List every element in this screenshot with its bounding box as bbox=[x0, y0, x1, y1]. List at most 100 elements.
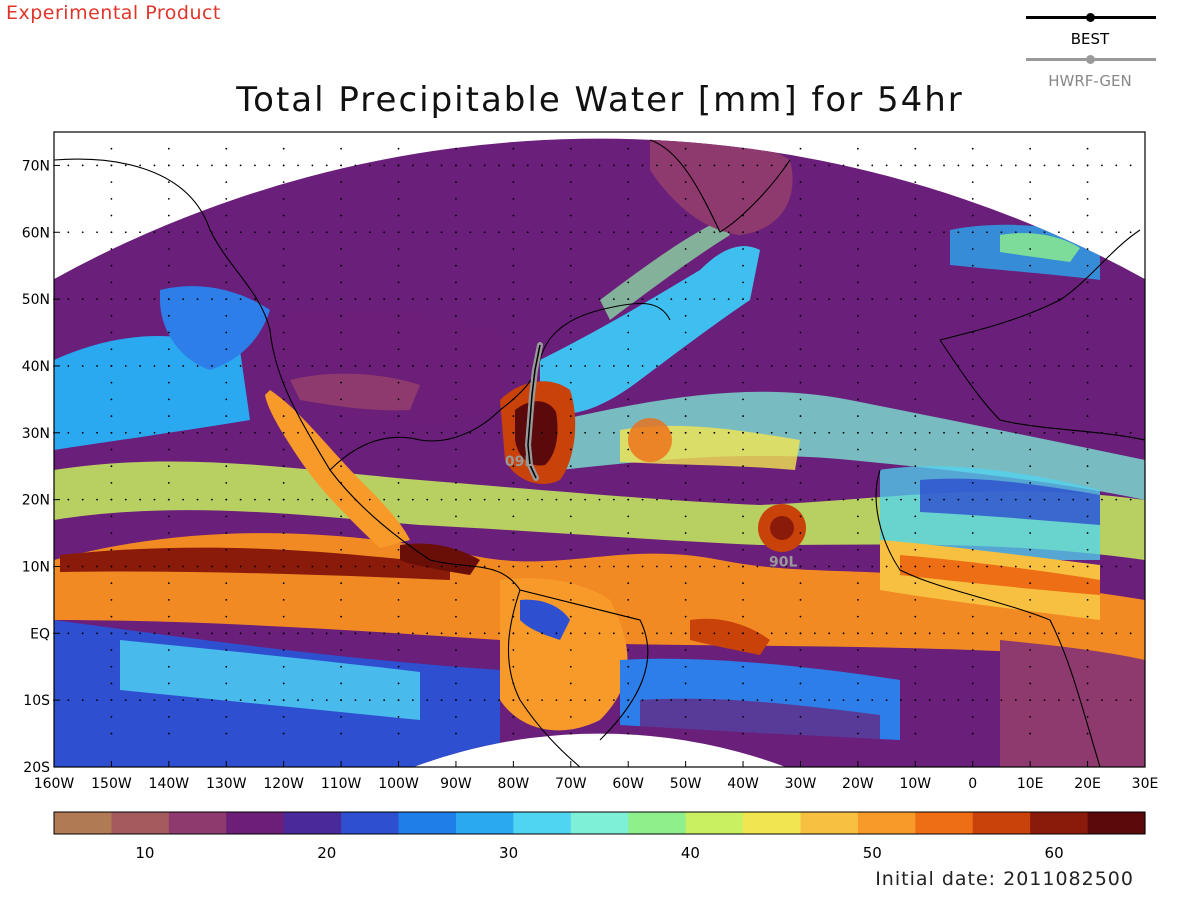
grid-dot bbox=[555, 699, 558, 702]
grid-dot bbox=[110, 214, 113, 217]
grid-dot bbox=[311, 231, 314, 234]
grid-dot bbox=[828, 164, 831, 167]
grid-dot bbox=[641, 699, 644, 702]
grid-dot bbox=[971, 415, 974, 417]
grid-dot bbox=[1086, 197, 1089, 200]
coastlines bbox=[54, 139, 1145, 767]
grid-dot bbox=[569, 398, 572, 401]
grid-dot bbox=[742, 548, 744, 551]
grid-dot bbox=[167, 164, 170, 167]
grid-dot bbox=[713, 298, 716, 301]
grid-dot bbox=[914, 381, 917, 384]
grid-dot bbox=[885, 298, 888, 301]
grid-dot bbox=[124, 632, 127, 635]
grid-dot bbox=[986, 498, 988, 501]
lon-tick-label: 30E bbox=[1132, 776, 1159, 792]
grid-dot bbox=[957, 365, 960, 367]
grid-dot bbox=[211, 298, 213, 301]
grid-dot bbox=[455, 298, 457, 301]
grid-dot bbox=[986, 699, 988, 702]
grid-dot bbox=[512, 281, 515, 284]
grid-dot bbox=[512, 365, 515, 367]
grid-dot bbox=[856, 632, 859, 635]
grid-dot bbox=[1029, 181, 1032, 184]
grid-dot bbox=[167, 415, 170, 417]
grid-dot bbox=[598, 431, 601, 434]
grid-dot bbox=[856, 331, 859, 334]
grid-dot bbox=[1029, 164, 1032, 167]
grid-dot bbox=[196, 298, 199, 301]
grid-dot bbox=[383, 231, 386, 234]
grid-dot bbox=[225, 448, 228, 451]
grid-dot bbox=[325, 699, 328, 702]
grid-dot bbox=[684, 498, 687, 501]
grid-dot bbox=[1101, 365, 1103, 367]
grid-dot bbox=[282, 147, 285, 150]
grid-dot bbox=[914, 649, 917, 651]
grid-dot bbox=[856, 281, 859, 284]
grid-dot bbox=[153, 298, 156, 301]
grid-dot bbox=[167, 448, 170, 451]
grid-dot bbox=[110, 398, 113, 401]
grid-dot bbox=[856, 214, 859, 217]
grid-dot bbox=[1057, 498, 1060, 501]
grid-dot bbox=[569, 465, 572, 468]
grid-dot bbox=[627, 715, 630, 718]
grid-dot bbox=[856, 532, 859, 534]
grid-dot bbox=[856, 264, 859, 267]
grid-dot bbox=[254, 565, 256, 568]
grid-dot bbox=[756, 231, 759, 234]
grid-dot bbox=[569, 415, 572, 417]
grid-dot bbox=[943, 431, 945, 434]
grid-dot bbox=[1101, 231, 1103, 234]
grid-dot bbox=[856, 548, 859, 551]
grid-dot bbox=[541, 565, 543, 568]
colorbar-segment bbox=[800, 812, 859, 834]
grid-dot bbox=[110, 164, 113, 167]
grid-dot bbox=[225, 699, 228, 702]
grid-dot bbox=[699, 365, 701, 367]
grid-dot bbox=[426, 565, 429, 568]
grid-dot bbox=[856, 147, 859, 150]
grid-dot bbox=[383, 699, 386, 702]
grid-dot bbox=[799, 214, 802, 217]
grid-dot bbox=[1029, 649, 1032, 651]
grid-dot bbox=[440, 565, 443, 568]
grid-dot bbox=[1129, 498, 1132, 501]
colorbar-segment bbox=[743, 812, 802, 834]
grid-dot bbox=[498, 231, 500, 234]
grid-dot bbox=[656, 632, 658, 635]
grid-dot bbox=[928, 498, 931, 501]
grid-dot bbox=[1086, 448, 1089, 451]
grid-dot bbox=[727, 498, 730, 501]
grid-dot bbox=[512, 548, 515, 551]
grid-dot bbox=[569, 365, 572, 367]
grid-dot bbox=[900, 431, 902, 434]
grid-dot bbox=[340, 348, 343, 351]
grid-dot bbox=[340, 264, 343, 267]
grid-dot bbox=[81, 632, 84, 635]
grid-dot bbox=[282, 548, 285, 551]
grid-dot bbox=[1086, 365, 1089, 367]
grid-dot bbox=[254, 498, 256, 501]
grid-dot bbox=[785, 298, 788, 301]
grid-dot bbox=[1000, 231, 1003, 234]
grid-dot bbox=[914, 231, 917, 234]
grid-dot bbox=[569, 532, 572, 534]
grid-dot bbox=[584, 632, 587, 635]
grid-dot bbox=[713, 565, 716, 568]
grid-dot bbox=[167, 248, 170, 250]
grid-dot bbox=[239, 498, 242, 501]
grid-dot bbox=[383, 632, 386, 635]
grid-dot bbox=[971, 214, 974, 217]
grid-dot bbox=[225, 465, 228, 468]
grid-dot bbox=[914, 565, 917, 568]
grid-dot bbox=[598, 231, 601, 234]
grid-dot bbox=[641, 632, 644, 635]
grid-dot bbox=[1086, 214, 1089, 217]
grid-dot bbox=[641, 298, 644, 301]
lon-tick-label: 110W bbox=[321, 776, 362, 792]
grid-dot bbox=[799, 314, 802, 317]
grid-dot bbox=[110, 682, 113, 685]
grid-dot bbox=[885, 632, 888, 635]
